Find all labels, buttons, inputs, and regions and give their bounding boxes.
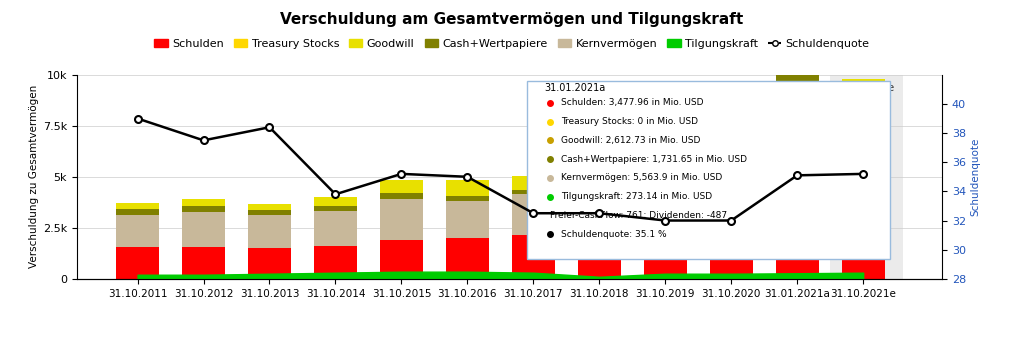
Bar [710,187,753,222]
Bar [182,212,225,247]
Text: Schuldenquote: 35.1 %: Schuldenquote: 35.1 % [561,230,667,239]
Text: Verschuldung am Gesamtvermögen und Tilgungskraft: Verschuldung am Gesamtvermögen und Tilgu… [281,12,743,27]
Bar [578,177,621,181]
Bar [776,208,818,279]
Bar [512,235,555,279]
Bar [578,165,621,177]
Bar [248,204,291,210]
Bar [116,203,159,209]
Bar [116,247,159,279]
Bar [380,180,423,193]
Bar [116,215,159,247]
Bar [248,248,291,279]
Bar [644,222,687,279]
Bar [578,222,621,279]
Bar [380,199,423,240]
Bar [644,183,687,222]
Bar [445,180,488,196]
Text: Cash+Wertpapiere: 1,731.65 in Mio. USD: Cash+Wertpapiere: 1,731.65 in Mio. USD [561,155,748,164]
Y-axis label: Verschuldung zu Gesamtvermögen: Verschuldung zu Gesamtvermögen [29,85,39,268]
Bar [445,196,488,201]
Text: Prognose: Prognose [844,83,895,93]
Bar [842,154,885,216]
Bar [710,151,753,182]
Bar [776,59,818,94]
Bar [314,211,357,246]
Bar [445,238,488,279]
Bar [710,182,753,187]
Text: Goodwill: 2,612.73 in Mio. USD: Goodwill: 2,612.73 in Mio. USD [561,136,700,145]
Bar [512,194,555,235]
FancyBboxPatch shape [526,81,890,259]
Bar [248,215,291,248]
Bar [710,222,753,279]
Bar [182,199,225,206]
Bar [380,193,423,199]
Bar [182,206,225,212]
Bar [644,178,687,183]
Bar [314,206,357,211]
Bar [314,197,357,206]
Bar [445,201,488,238]
Bar [776,94,818,208]
Text: 31.01.2021a: 31.01.2021a [544,83,605,93]
Bar [578,181,621,222]
Bar [182,247,225,279]
Bar [830,75,903,279]
Bar [380,240,423,279]
Text: Tilgungskraft: 273.14 in Mio. USD: Tilgungskraft: 273.14 in Mio. USD [561,192,713,201]
Text: Kernvermögen: 5,563.9 in Mio. USD: Kernvermögen: 5,563.9 in Mio. USD [561,173,723,182]
Bar [512,176,555,190]
Legend: Schulden, Treasury Stocks, Goodwill, Cash+Wertpapiere, Kernvermögen, Tilgungskra: Schulden, Treasury Stocks, Goodwill, Cas… [150,34,874,53]
Bar [248,210,291,215]
Bar [116,209,159,215]
Text: Treasury Stocks: 0 in Mio. USD: Treasury Stocks: 0 in Mio. USD [561,117,698,126]
Bar [314,246,357,279]
Bar [842,216,885,279]
Y-axis label: Schuldenquote: Schuldenquote [970,138,980,216]
Bar [842,79,885,124]
Bar [842,124,885,154]
Text: Freier-CashFlow: 761; Dividenden: -487: Freier-CashFlow: 761; Dividenden: -487 [550,211,727,220]
Bar [776,6,818,59]
Text: Schulden: 3,477.96 in Mio. USD: Schulden: 3,477.96 in Mio. USD [561,98,703,107]
Bar [644,166,687,178]
Bar [512,190,555,194]
